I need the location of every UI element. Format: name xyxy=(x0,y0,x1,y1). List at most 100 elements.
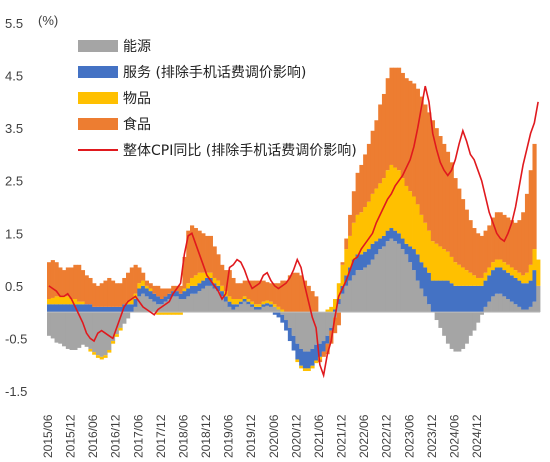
bar-series-2 xyxy=(502,262,507,271)
bar-series-1 xyxy=(494,267,499,294)
bar-series-0 xyxy=(163,301,168,313)
bar-series-2 xyxy=(77,301,82,305)
legend-swatch xyxy=(78,118,118,130)
bar-series-3 xyxy=(114,283,119,307)
bar-series-0 xyxy=(133,306,138,313)
bar-series-1 xyxy=(381,235,387,247)
bar-series-2 xyxy=(363,207,368,252)
bar-series-1 xyxy=(524,283,530,310)
bar-series-1 xyxy=(333,309,338,313)
bar-series-2 xyxy=(476,277,481,286)
bar-series-0 xyxy=(329,312,334,328)
bar-series-0 xyxy=(80,312,86,345)
bar-series-2 xyxy=(276,306,281,310)
bar-series-2 xyxy=(144,285,150,289)
bar-series-1 xyxy=(103,306,108,313)
bar-series-1 xyxy=(445,280,451,313)
bar-series-0 xyxy=(509,301,515,313)
bar-series-0 xyxy=(363,267,368,313)
bar-series-2 xyxy=(58,296,63,305)
bar-series-1 xyxy=(430,280,436,313)
bar-series-0 xyxy=(532,301,537,313)
bar-series-2 xyxy=(208,272,213,278)
bar-series-1 xyxy=(220,291,225,297)
bar-series-1 xyxy=(190,285,195,294)
bar-series-2 xyxy=(404,185,409,244)
bar-series-0 xyxy=(257,309,262,313)
bar-series-0 xyxy=(212,288,217,313)
x-tick-label: 2020/12 xyxy=(289,414,303,458)
bar-series-2 xyxy=(92,352,97,355)
bar-series-1 xyxy=(521,283,526,310)
bar-series-2 xyxy=(389,164,394,229)
bar-series-3 xyxy=(122,277,127,305)
bar-series-2 xyxy=(400,178,405,239)
legend-label: 物品 xyxy=(123,91,151,107)
bar-series-0 xyxy=(366,264,372,313)
bar-series-1 xyxy=(513,277,518,305)
bar-series-2 xyxy=(408,191,413,247)
x-tick-label: 2019/12 xyxy=(244,414,258,458)
bar-layer xyxy=(47,67,541,372)
bar-series-1 xyxy=(291,335,296,351)
bar-series-2 xyxy=(370,193,375,244)
bar-series-3 xyxy=(355,172,360,215)
bar-series-2 xyxy=(445,251,451,281)
bar-series-3 xyxy=(58,267,63,297)
bar-series-1 xyxy=(419,262,424,289)
x-tick-label: 2022/12 xyxy=(380,414,394,458)
bar-series-2 xyxy=(238,299,244,302)
bar-series-3 xyxy=(227,270,232,297)
bar-series-2 xyxy=(129,299,134,305)
bar-series-2 xyxy=(107,349,112,353)
bar-series-0 xyxy=(69,312,74,350)
bar-series-2 xyxy=(47,299,52,305)
bar-series-2 xyxy=(430,241,436,281)
bar-series-2 xyxy=(427,230,432,273)
bar-series-1 xyxy=(205,277,210,286)
bar-series-0 xyxy=(427,304,432,313)
bar-series-0 xyxy=(216,291,221,313)
bar-series-3 xyxy=(348,214,353,236)
bar-series-0 xyxy=(152,301,157,313)
bar-series-2 xyxy=(103,355,108,358)
bar-series-0 xyxy=(186,296,191,313)
bar-series-2 xyxy=(148,288,153,292)
bar-series-3 xyxy=(92,283,97,307)
bar-series-2 xyxy=(536,259,541,286)
x-tick-label: 2024/06 xyxy=(447,414,461,458)
bar-series-0 xyxy=(423,296,428,313)
bar-series-0 xyxy=(317,312,323,344)
bar-series-3 xyxy=(476,233,481,278)
bar-series-0 xyxy=(178,299,183,313)
bar-series-3 xyxy=(205,235,210,273)
bar-series-3 xyxy=(457,188,462,265)
bar-series-3 xyxy=(265,282,270,301)
bar-series-3 xyxy=(276,283,281,307)
bar-series-3 xyxy=(137,267,142,284)
bar-series-1 xyxy=(532,270,537,302)
bar-series-0 xyxy=(370,259,375,313)
bar-series-0 xyxy=(453,312,458,352)
x-tick-label: 2021/06 xyxy=(312,414,326,458)
legend-swatch xyxy=(78,66,118,78)
bar-series-1 xyxy=(517,280,522,307)
bar-series-0 xyxy=(351,275,356,313)
bar-series-2 xyxy=(378,183,383,239)
bar-series-3 xyxy=(498,212,503,260)
bar-series-3 xyxy=(182,256,187,289)
bar-series-0 xyxy=(295,312,300,344)
bar-series-1 xyxy=(118,306,123,313)
bar-series-3 xyxy=(65,267,70,297)
bar-series-1 xyxy=(400,238,405,250)
bar-series-2 xyxy=(517,272,522,281)
bar-series-3 xyxy=(272,283,277,305)
bar-series-0 xyxy=(265,305,270,313)
bar-series-0 xyxy=(291,312,296,336)
bar-series-3 xyxy=(253,280,259,305)
bar-series-3 xyxy=(434,128,439,244)
bar-series-2 xyxy=(80,301,86,305)
bar-series-2 xyxy=(532,249,537,271)
bar-series-3 xyxy=(321,351,326,357)
bar-series-1 xyxy=(449,283,454,313)
